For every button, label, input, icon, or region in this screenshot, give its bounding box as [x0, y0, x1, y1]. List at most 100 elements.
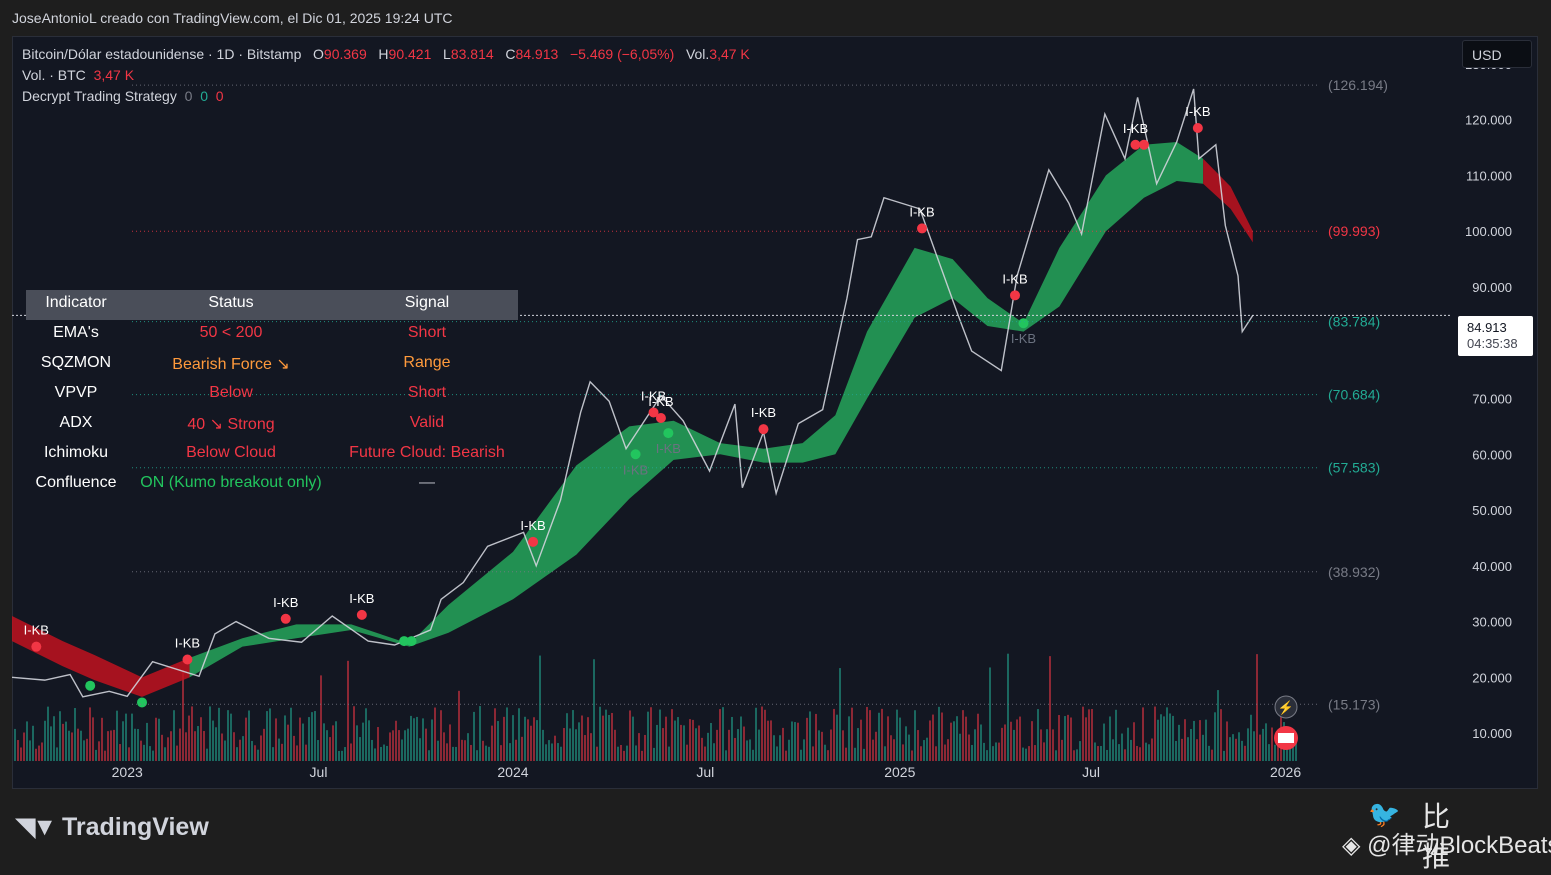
volume-bar	[161, 734, 163, 761]
volume-bar	[320, 675, 322, 761]
volume-bar	[1082, 706, 1084, 761]
volume-bar	[908, 734, 910, 761]
level-label: (70.684)	[1328, 387, 1380, 403]
volume-bar	[296, 745, 298, 761]
y-tick-label: 10.000	[1472, 726, 1512, 741]
level-label: (83.784)	[1328, 314, 1380, 330]
volume-bar	[62, 723, 64, 761]
volume-bar	[977, 713, 979, 761]
volume-bar	[110, 730, 112, 761]
volume-bar	[620, 744, 622, 761]
volume-bar	[137, 729, 139, 761]
volume-bar	[1145, 742, 1147, 761]
volume-bar	[257, 749, 259, 761]
legend-vol-value: 3,47 K	[709, 46, 750, 62]
volume-bar	[416, 716, 418, 761]
currency-button[interactable]: USD	[1462, 40, 1532, 68]
volume-bar	[164, 747, 166, 761]
sell-signal-dot	[31, 641, 42, 652]
volume-bar	[1220, 709, 1222, 761]
sell-signal-dot	[1192, 123, 1203, 134]
signal-label: I-KB	[751, 405, 776, 420]
sell-signal-dot	[528, 536, 539, 547]
volume-bar	[752, 749, 754, 761]
legend-strategy-row[interactable]: Decrypt Trading Strategy 0 0 0	[22, 86, 750, 107]
volume-bar	[1004, 724, 1006, 761]
volume-bar	[557, 743, 559, 761]
indicator-name: EMA's	[53, 324, 99, 341]
volume-bar	[1001, 727, 1003, 761]
volume-bar	[1106, 749, 1108, 761]
sell-signal-dot	[1010, 290, 1021, 301]
volume-bar	[326, 730, 328, 761]
volume-bar	[1088, 709, 1090, 761]
volume-bar	[683, 725, 685, 761]
volume-bar	[584, 735, 586, 761]
volume-bar	[875, 731, 877, 761]
volume-bar	[1181, 738, 1183, 761]
volume-bar	[965, 716, 967, 761]
x-tick-label: 2025	[884, 764, 915, 780]
tradingview-logo[interactable]: ◥▼ TradingView	[16, 812, 209, 842]
indicator-status: Below	[209, 384, 253, 401]
legend-volume-row[interactable]: Vol. · BTC 3,47 K	[22, 65, 750, 86]
volume-bar	[1199, 720, 1201, 761]
volume-bar	[551, 743, 553, 761]
indicator-status: Below Cloud	[186, 444, 276, 461]
volume-bar	[419, 738, 421, 761]
volume-bar	[44, 720, 46, 761]
chart-legend: Bitcoin/Dólar estadounidense · 1D · Bits…	[22, 44, 750, 107]
strategy-value-2: 0	[200, 88, 209, 104]
current-price-value: 84.913	[1467, 320, 1507, 335]
volume-bar	[791, 721, 793, 761]
volume-bar	[1016, 719, 1018, 761]
volume-bar	[947, 739, 949, 761]
volume-bar	[482, 740, 484, 761]
strategy-value-1: 0	[184, 88, 193, 104]
volume-bar	[1133, 722, 1135, 761]
legend-ohlc-row[interactable]: Bitcoin/Dólar estadounidense · 1D · Bits…	[22, 44, 750, 65]
volume-bar	[170, 731, 172, 761]
chart-frame[interactable]	[12, 36, 1538, 789]
volume-bar	[323, 723, 325, 761]
volume-bar	[1262, 728, 1264, 761]
volume-bar	[626, 745, 628, 761]
volume-bar	[473, 711, 475, 761]
volume-bar	[461, 739, 463, 761]
volume-bar	[476, 750, 478, 761]
volume-bar	[146, 722, 148, 761]
legend-high-value: 90.421	[388, 46, 432, 62]
price-chart[interactable]: (126.194) (99.993) (83.784) (70.684) (57.583…	[12, 36, 1538, 789]
volume-bar	[842, 730, 844, 761]
volume-bar	[293, 735, 295, 761]
volume-bar	[797, 722, 799, 761]
volume-bar	[815, 713, 817, 761]
volume-bars	[14, 653, 1297, 761]
volume-bar	[362, 722, 364, 761]
volume-bar	[761, 706, 763, 761]
volume-bar	[1142, 707, 1144, 761]
volume-bar	[503, 716, 505, 761]
bearish-cloud-future	[1203, 158, 1253, 243]
volume-bar	[458, 690, 460, 761]
volume-bar	[443, 732, 445, 761]
volume-bar	[53, 716, 55, 761]
volume-bar	[1190, 729, 1192, 761]
legend-close-value: 84.913	[515, 46, 559, 62]
volume-bar	[1169, 713, 1171, 761]
volume-bar	[890, 735, 892, 761]
strategy-label: Decrypt Trading Strategy	[22, 88, 177, 104]
volume-bar	[1274, 744, 1276, 761]
volume-bar	[47, 706, 49, 761]
indicator-status: ON (Kumo breakout only)	[140, 474, 322, 491]
volume-bar	[1034, 745, 1036, 761]
volume-bar	[1178, 724, 1180, 761]
volume-bar	[1115, 709, 1117, 761]
volume-bar	[1151, 738, 1153, 761]
volume-bar	[596, 746, 598, 761]
header-bar: JoseAntonioL creado con TradingView.com,…	[0, 0, 1551, 36]
volume-bar	[485, 745, 487, 761]
volume-bar	[776, 746, 778, 761]
header-signal: Signal	[404, 294, 450, 311]
volume-bar	[986, 750, 988, 761]
